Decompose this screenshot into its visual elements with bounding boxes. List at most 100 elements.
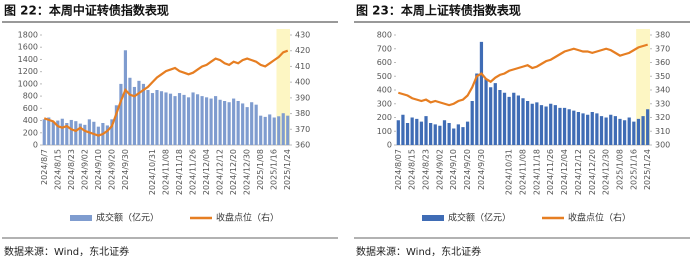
volume-bar [479,41,484,145]
volume-bar [155,90,159,145]
volume-bar [195,94,200,145]
volume-bar [74,121,78,145]
x-tick-label: 2024/11/08 [519,149,528,195]
volume-bar [250,102,254,145]
y-tick-label: 600 [377,58,392,67]
volume-bar [47,117,51,145]
volume-bar [461,127,465,145]
volume-bar [209,98,213,145]
volume-bar [277,116,281,145]
volume-bar [245,107,249,145]
y-tick-label: 1000 [18,79,38,88]
x-tick-label: 2024/10/31 [505,149,514,195]
source: 数据来源：Wind，东北证券 [4,245,129,258]
x-tick-label: 2024/11/08 [162,149,171,195]
legend-swatch [70,215,92,221]
volume-bar [272,117,276,145]
y-tick-label: 1200 [18,67,38,76]
volume-bar [159,91,164,145]
volume-bar [132,86,137,145]
x-tick-label: 2025/1/08 [615,149,624,190]
volume-bar [599,116,604,145]
volume-bar [516,95,520,145]
source: 数据来源：Wind，东北证券 [356,245,481,258]
volume-bar [405,123,410,145]
volume-bar [268,114,272,145]
x-tick-label: 2024/11/26 [546,149,555,195]
y2-tick-label: 370 [655,44,670,53]
volume-bar [241,103,245,145]
chart-title: 图 23：本周上证转债指数表现 [356,3,521,18]
volume-bar [410,117,414,145]
y-tick-label: 400 [23,116,38,125]
x-tick-label: 2024/9/10 [449,149,458,190]
volume-bar [632,121,636,145]
y2-tick-label: 360 [655,58,670,67]
y-tick-label: 0 [33,141,38,150]
x-tick-label: 2025/1/16 [270,149,279,190]
x-tick-label: 2024/9/10 [94,149,103,190]
volume-bar [590,112,594,145]
volume-bar [150,93,155,145]
volume-bar [141,83,146,145]
x-tick-label: 2025/1/24 [283,149,292,190]
x-tick-label: 2024/10/31 [148,149,157,195]
legend-label: 成交额（亿元） [96,212,159,224]
volume-bar [259,115,263,145]
x-tick-label: 2024/9/20 [107,149,116,190]
volume-bar [286,115,290,145]
volume-bar [636,118,641,145]
volume-bar [65,123,69,145]
y-tick-label: 1600 [18,43,38,52]
x-tick-label: 2024/12/20 [588,149,597,195]
volume-bar [263,116,267,145]
volume-bar [56,120,60,145]
y2-tick-label: 330 [655,99,670,108]
x-tick-label: 2024/12/30 [243,149,252,195]
volume-bar [558,107,562,145]
volume-bar [214,96,218,145]
y2-tick-label: 370 [295,125,310,134]
volume-bar [470,101,474,145]
x-tick-label: 2024/8/07 [394,149,403,190]
volume-bar [42,119,46,145]
volume-bar [535,102,539,145]
legend-label: 成交额（亿元） [448,212,511,224]
volume-bar [530,103,534,145]
volume-bar [507,96,511,145]
y2-tick-label: 310 [655,127,670,136]
volume-bar [604,117,608,145]
volume-bar [646,109,650,145]
x-tick-label: 2025/1/24 [643,149,652,190]
volume-bar [627,117,631,145]
volume-bar [164,92,168,145]
volume-bar [78,123,82,145]
volume-bar [484,79,488,145]
volume-bar [452,128,456,145]
x-tick-label: 2024/11/18 [175,149,184,195]
volume-bar [567,109,571,145]
y-tick-label: 100 [377,127,392,136]
x-tick-label: 2024/12/30 [602,149,611,195]
volume-bar [493,83,497,145]
volume-bar [218,99,222,145]
volume-bar [114,105,118,145]
volume-bar [186,97,191,145]
volume-bar [521,98,525,145]
volume-bar [51,121,55,145]
volume-bar [223,101,227,145]
y-tick-label: 400 [377,86,392,95]
y-tick-label: 800 [377,31,392,40]
x-tick-label: 2024/11/18 [532,149,541,195]
x-tick-label: 2024/11/26 [189,149,198,195]
x-tick-label: 2024/12/04 [202,149,211,195]
volume-bar [465,121,470,145]
volume-bar [83,124,87,145]
volume-bar [173,96,177,145]
y2-tick-label: 320 [655,113,670,122]
volume-bar [60,118,64,145]
volume-bar [498,90,502,145]
x-tick-label: 2024/9/20 [463,149,472,190]
volume-bar [69,119,73,145]
